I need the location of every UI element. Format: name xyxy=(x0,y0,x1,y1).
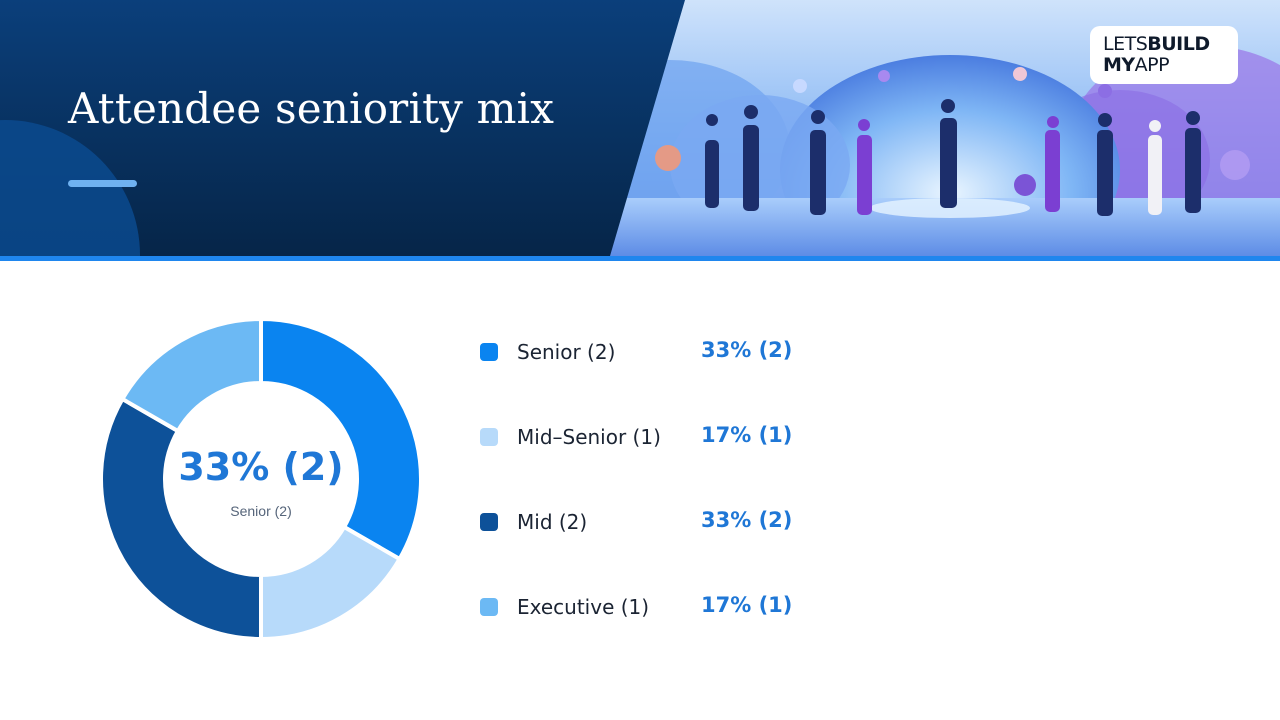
legend-swatch-executive xyxy=(480,598,498,616)
legend-label-senior: Senior (2) xyxy=(517,340,616,364)
donut-center-value: 33% (2) xyxy=(178,445,344,489)
title-accent-bar xyxy=(68,180,137,187)
legend-label-mid: Mid (2) xyxy=(517,510,588,534)
legend-row-senior: Senior (2) 33% (2) xyxy=(480,337,880,367)
logo-line-2: MYAPP xyxy=(1103,55,1238,76)
decorative-arc xyxy=(0,120,140,256)
legend-swatch-senior xyxy=(480,343,498,361)
donut-slice-senior xyxy=(259,316,423,562)
logo-my: MY xyxy=(1103,54,1135,76)
legend-row-executive: Executive (1) 17% (1) xyxy=(480,592,880,622)
title-panel: Attendee seniority mix xyxy=(0,0,685,256)
legend-label-executive: Executive (1) xyxy=(517,595,650,619)
logo-build: BUILD xyxy=(1147,33,1210,55)
donut-slice-mid xyxy=(99,396,263,642)
legend-value-senior: 33% (2) xyxy=(701,338,793,362)
legend-row-mid: Mid (2) 33% (2) xyxy=(480,507,880,537)
donut-center-label: Senior (2) xyxy=(230,503,292,519)
header-divider xyxy=(0,256,1280,261)
legend-label-mid-senior: Mid–Senior (1) xyxy=(517,425,661,449)
legend-value-mid-senior: 17% (1) xyxy=(701,423,793,447)
header-banner: Attendee seniority mix LETSBUILD MYAPP xyxy=(0,0,1280,262)
logo-lets: LETS xyxy=(1103,33,1148,55)
legend-value-mid: 33% (2) xyxy=(701,508,793,532)
legend-row-mid-senior: Mid–Senior (1) 17% (1) xyxy=(480,422,880,452)
legend-swatch-mid-senior xyxy=(480,428,498,446)
brand-logo: LETSBUILD MYAPP xyxy=(1090,26,1238,84)
logo-app: APP xyxy=(1134,54,1170,76)
donut-chart xyxy=(99,316,423,642)
page-title: Attendee seniority mix xyxy=(68,84,555,133)
donut-slice-executive xyxy=(119,316,263,434)
legend-swatch-mid xyxy=(480,513,498,531)
legend-value-executive: 17% (1) xyxy=(701,593,793,617)
logo-line-1: LETSBUILD xyxy=(1103,34,1238,55)
